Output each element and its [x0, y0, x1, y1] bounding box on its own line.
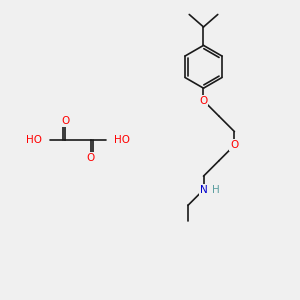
Text: O: O [61, 116, 69, 126]
Text: HO: HO [26, 135, 42, 145]
Text: O: O [86, 153, 95, 163]
Text: H: H [212, 185, 219, 195]
Text: O: O [230, 140, 238, 150]
Text: HO: HO [114, 135, 130, 145]
Text: O: O [200, 96, 208, 106]
Text: N: N [200, 185, 207, 195]
